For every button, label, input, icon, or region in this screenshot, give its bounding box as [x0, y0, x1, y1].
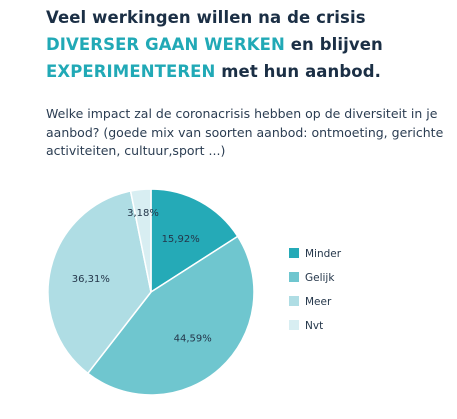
legend-swatch-gelijk: [289, 272, 299, 282]
legend-swatch-minder: [289, 248, 299, 258]
legend-swatch-meer: [289, 296, 299, 306]
legend-label-gelijk: Gelijk: [305, 272, 335, 284]
pie-slice-gelijk: [86, 235, 255, 396]
headline-part-3: met hun aanbod.: [215, 62, 382, 81]
data-label-nvt: 3,18%: [127, 208, 159, 219]
headline-accent-diverser: DIVERSER GAAN WERKEN: [46, 35, 285, 54]
legend-label-minder: Minder: [305, 248, 342, 260]
survey-question: Welke impact zal de coronacrisis hebben …: [46, 106, 444, 158]
data-label-minder: 15,92%: [162, 234, 200, 245]
data-label-meer: 36,31%: [72, 274, 110, 285]
pie-slice-nvt: [129, 188, 152, 293]
headline-accent-experimenteren: EXPERIMENTEREN: [46, 62, 216, 81]
legend-swatch-nvt: [289, 320, 299, 330]
data-label-gelijk: 44,59%: [174, 334, 212, 345]
legend-label-nvt: Nvt: [305, 320, 323, 332]
pie-slice-meer: [47, 190, 152, 375]
pie-slice-minder: [150, 188, 239, 294]
headline-part-1: Veel werkingen willen na de crisis: [46, 8, 366, 27]
headline: Veel werkingen willen na de crisis DIVER…: [46, 4, 446, 85]
headline-part-2: en blijven: [284, 35, 383, 54]
legend-label-meer: Meer: [305, 296, 332, 308]
